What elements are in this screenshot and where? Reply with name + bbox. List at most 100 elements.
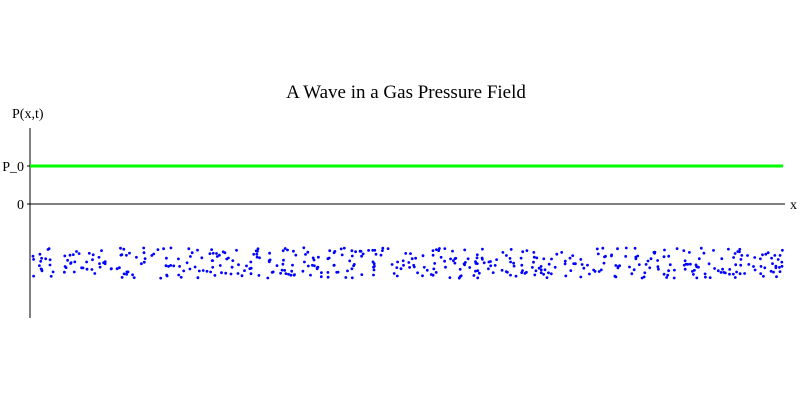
gas-particle	[571, 254, 575, 257]
gas-particle	[408, 266, 411, 269]
gas-particle	[422, 265, 426, 269]
gas-particle	[601, 246, 605, 250]
gas-particle	[487, 267, 490, 271]
gas-particle	[539, 271, 543, 275]
gas-particle	[142, 246, 146, 250]
gas-particle	[352, 263, 356, 266]
gas-particle	[564, 274, 568, 278]
gas-particle	[448, 276, 452, 279]
gas-particle	[555, 252, 559, 256]
gas-particle	[243, 269, 246, 272]
gas-particle	[395, 266, 399, 269]
gas-particle	[509, 273, 512, 277]
gas-particles	[31, 246, 784, 280]
gas-particle	[780, 264, 784, 268]
gas-particle	[164, 264, 168, 268]
gas-particle	[514, 274, 518, 278]
gas-particle	[421, 274, 424, 278]
gas-particle	[335, 270, 339, 274]
gas-particle	[616, 247, 619, 251]
gas-particle	[213, 274, 217, 277]
gas-particle	[187, 247, 191, 251]
y-tick-label: 0	[17, 198, 24, 213]
gas-particle	[350, 249, 354, 253]
gas-particle	[491, 271, 495, 274]
gas-particle	[534, 269, 538, 273]
gas-particle	[596, 252, 600, 256]
gas-particle	[545, 276, 549, 279]
gas-particle	[634, 257, 638, 261]
gas-particle	[372, 273, 375, 277]
gas-particle	[475, 253, 479, 257]
gas-particle	[125, 253, 128, 257]
gas-particle	[457, 276, 461, 280]
gas-particle	[549, 272, 553, 276]
gas-particle	[215, 252, 218, 255]
gas-particle	[293, 273, 296, 277]
gas-particle	[707, 262, 711, 266]
gas-particle	[509, 260, 512, 264]
gas-particle	[218, 253, 221, 257]
gas-particle	[169, 246, 173, 250]
y-axis-label: P(x,t)	[12, 107, 44, 122]
gas-particle	[289, 273, 293, 277]
gas-particle	[211, 265, 215, 269]
gas-particle	[225, 257, 229, 261]
gas-particle	[667, 254, 671, 258]
gas-particle	[735, 270, 738, 274]
gas-particle	[361, 252, 365, 256]
gas-particle	[372, 268, 376, 272]
gas-particle	[167, 265, 170, 268]
gas-particle	[416, 271, 419, 275]
gas-particle	[739, 258, 743, 261]
gas-particle	[399, 267, 403, 271]
gas-particle	[761, 253, 764, 257]
y-tick-label: P_0	[2, 160, 24, 175]
gas-particle	[753, 268, 757, 272]
gas-particle	[63, 270, 66, 274]
gas-particle	[218, 264, 222, 267]
gas-particle	[193, 265, 197, 269]
gas-particle	[630, 272, 634, 276]
gas-particle	[360, 254, 363, 258]
gas-particle	[235, 248, 238, 252]
gas-particle	[290, 269, 294, 273]
gas-particle	[439, 255, 443, 259]
gas-particle	[220, 271, 223, 275]
gas-particle	[568, 256, 572, 260]
gas-particle	[579, 258, 583, 261]
gas-particle	[169, 264, 173, 267]
gas-particle	[340, 253, 344, 257]
gas-particle	[229, 272, 233, 276]
gas-particle	[476, 269, 480, 272]
gas-particle	[156, 248, 160, 252]
gas-particle	[733, 252, 737, 255]
gas-particle	[746, 254, 749, 257]
gas-particle	[283, 247, 287, 250]
gas-particle	[732, 256, 735, 259]
gas-particle	[772, 270, 775, 274]
gas-particle	[317, 255, 320, 259]
gas-particle	[312, 258, 316, 262]
gas-particle	[77, 252, 81, 256]
gas-particle	[683, 267, 687, 271]
gas-particle	[520, 263, 524, 267]
gas-particle	[38, 252, 42, 256]
gas-particle	[47, 247, 51, 251]
gas-particle	[172, 264, 176, 268]
gas-particle	[713, 267, 716, 270]
gas-particle	[87, 251, 91, 255]
gas-particle	[118, 266, 121, 270]
gas-particle	[410, 257, 414, 261]
gas-particle	[574, 262, 577, 266]
gas-particle	[421, 254, 425, 258]
gas-particle	[602, 261, 606, 265]
gas-particle	[474, 260, 477, 263]
gas-particle	[721, 267, 724, 271]
gas-particle	[495, 258, 498, 261]
gas-particle	[386, 247, 390, 251]
gas-particle	[628, 265, 631, 269]
gas-particle	[481, 247, 484, 251]
gas-particle	[344, 276, 348, 279]
